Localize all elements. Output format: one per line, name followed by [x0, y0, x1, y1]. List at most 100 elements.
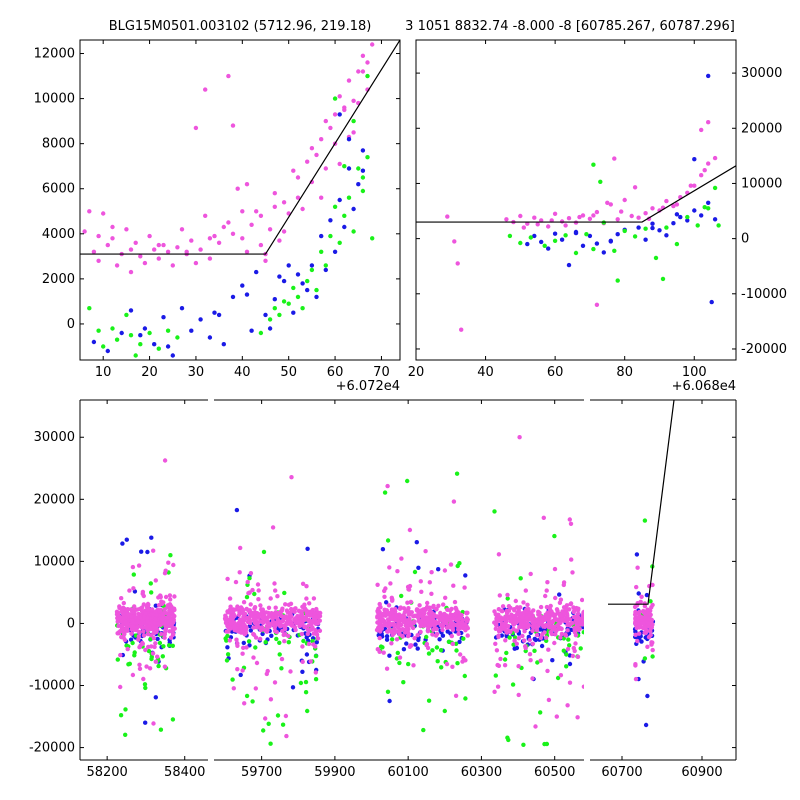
tl-point-magenta [203, 213, 208, 218]
tl-frame [79, 39, 401, 361]
tl-point-magenta [258, 242, 264, 248]
bottom-point [463, 658, 468, 663]
bottom-point [253, 635, 259, 640]
tr-point-green [591, 246, 596, 252]
bottom-point [516, 664, 521, 669]
bottom-point [119, 609, 124, 614]
bottom-point [650, 582, 655, 588]
bottom-point [250, 699, 255, 704]
bottom-point [157, 640, 163, 646]
tr-point-green [573, 250, 579, 256]
bottom-point [377, 613, 383, 619]
bottom-point [168, 597, 173, 602]
bottom-point [506, 623, 511, 629]
bottom-point [259, 627, 265, 632]
bottom-point [272, 581, 277, 586]
bottom-point [306, 628, 312, 633]
bottom-point [499, 608, 504, 613]
bottom-point [450, 621, 456, 626]
bottom-point [284, 608, 290, 613]
bottom-point [400, 613, 406, 618]
tl-point-green [281, 299, 287, 304]
bottom-point [431, 627, 436, 633]
bottom-point [558, 673, 564, 678]
tl-point-green [175, 335, 180, 340]
bottom-point [232, 613, 237, 618]
bottom-point [442, 611, 447, 617]
bottom-point [263, 617, 269, 623]
bottom-point [136, 563, 142, 568]
bottom-point [499, 623, 505, 628]
bottom-point [258, 636, 263, 642]
bottom-point [157, 608, 163, 614]
tr-point-magenta [580, 213, 586, 218]
tr-xtick-label: 80 [616, 365, 633, 380]
tr-point-blue [650, 225, 655, 231]
bottom-point [545, 580, 550, 585]
bottom-point [565, 618, 570, 623]
bottom-point [282, 639, 287, 644]
tr-point-blue [615, 232, 620, 237]
bottom-point [449, 633, 454, 639]
bottom-point [170, 717, 176, 722]
tl-ytick-label: 12000 [34, 47, 75, 62]
tr-point-magenta [706, 161, 711, 166]
bottom-point [417, 603, 422, 608]
tl-point-magenta [314, 152, 319, 158]
tl-point-green [360, 188, 366, 194]
bottom-point [648, 599, 653, 604]
bottom-point [137, 662, 142, 667]
tl-point-blue [198, 317, 203, 322]
bottom-point [512, 614, 517, 619]
bottom-point [247, 576, 252, 581]
bottom-point [143, 720, 148, 725]
bottom-point [424, 634, 429, 640]
bottom-xtick-label: 60300 [461, 765, 502, 780]
bottom-point [312, 611, 317, 616]
bottom-point [277, 640, 282, 645]
tr-point-blue [671, 221, 676, 226]
bottom-point [406, 661, 411, 667]
bottom-point [575, 611, 581, 617]
tl-point-blue [152, 342, 157, 347]
tl-point-blue [189, 328, 194, 333]
tl-point-green [133, 353, 138, 358]
bottom-point [527, 613, 532, 618]
bottom-point [565, 646, 571, 652]
tl-point-blue [323, 267, 328, 273]
bottom-point [251, 655, 256, 660]
bottom-point [460, 622, 466, 627]
bottom-point [505, 596, 510, 601]
bottom-point [564, 652, 569, 657]
bottom-point [569, 621, 574, 626]
bottom-point [494, 616, 499, 622]
bottom-point [304, 584, 309, 589]
bottom-point [523, 645, 528, 651]
tr-point-green [622, 228, 627, 234]
tl-point-blue [267, 326, 273, 331]
bottom-point [644, 592, 650, 598]
bottom-point [521, 625, 526, 630]
bottom-point [417, 619, 422, 625]
bottom-point [141, 593, 146, 599]
bottom-point [432, 613, 437, 619]
tr-point-blue [664, 233, 669, 238]
tl-point-magenta [96, 233, 101, 239]
bottom-point [580, 619, 584, 624]
bottom-point [451, 583, 456, 588]
tl-point-magenta [258, 213, 264, 218]
tl-point-blue [319, 233, 324, 239]
bottom-point [137, 606, 142, 612]
bottom-point [300, 581, 306, 586]
bottom-point [389, 610, 394, 615]
bottom-point [413, 642, 418, 647]
bottom-point [277, 652, 282, 657]
tl-point-green [346, 195, 352, 200]
bottom-point [493, 673, 498, 678]
bottom-point [564, 664, 569, 669]
bottom-point [275, 610, 280, 616]
bottom-point [504, 618, 509, 624]
bottom-point [251, 625, 256, 630]
bottom-plot-segment [222, 435, 584, 747]
